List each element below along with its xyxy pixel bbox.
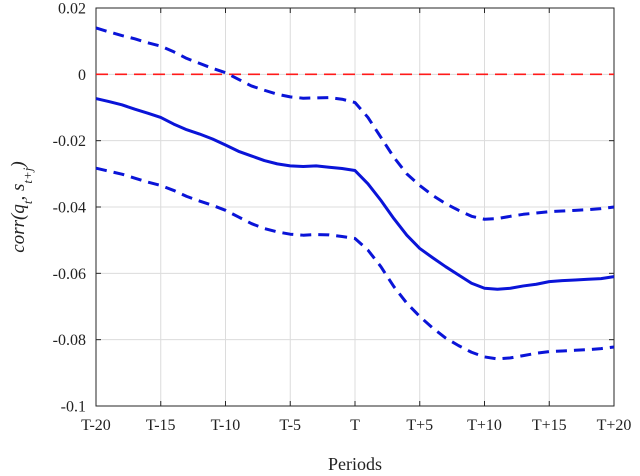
x-tick-label: T+20 — [597, 417, 632, 434]
confidence-band-line — [95, 26, 615, 221]
y-tick-label: 0 — [78, 67, 86, 84]
x-tick-labels: T-20 T-15 T-10 T-5 T T+5 T+10 T+15 T+20 — [81, 417, 631, 434]
x-tick-label: T+15 — [532, 417, 567, 434]
x-tick-label: T-10 — [211, 417, 241, 434]
x-tick-label: T-20 — [81, 417, 111, 434]
x-tick-label: T-5 — [279, 417, 301, 434]
y-tick-label: 0.02 — [58, 1, 86, 18]
x-tick-label: T+5 — [406, 417, 433, 434]
y-tick-label: -0.02 — [53, 133, 86, 150]
x-tick-label: T+10 — [467, 417, 502, 434]
y-tick-labels: 0.02 0 -0.02 -0.04 -0.06 -0.08 -0.1 — [53, 1, 86, 416]
x-tick-label: T — [350, 417, 360, 434]
grid — [95, 7, 615, 407]
confidence-band-line — [95, 166, 615, 361]
x-axis-label: Periods — [328, 454, 382, 474]
y-tick-label: -0.06 — [53, 266, 86, 283]
y-tick-label: -0.1 — [61, 399, 86, 416]
y-axis-label: corr(qt, st+j) — [8, 161, 35, 252]
correlation-line — [95, 97, 615, 291]
series-layer — [95, 26, 615, 361]
y-tick-label: -0.08 — [53, 332, 86, 349]
x-tick-label: T-15 — [146, 417, 176, 434]
y-tick-label: -0.04 — [53, 200, 86, 217]
